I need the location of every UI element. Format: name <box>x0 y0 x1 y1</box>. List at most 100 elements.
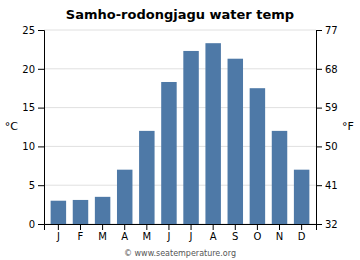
tick: M <box>98 224 107 242</box>
bar <box>228 59 243 224</box>
tick: 15 <box>22 102 44 113</box>
grid-line <box>44 30 316 31</box>
bar <box>294 170 309 224</box>
tick: 77 <box>316 25 338 36</box>
tick-label: M <box>143 231 152 242</box>
tick: A <box>210 224 217 242</box>
tick: 5 <box>29 180 44 191</box>
tick-mark <box>235 224 236 230</box>
tick: 41 <box>316 180 338 191</box>
tick: M <box>143 224 152 242</box>
axis-line <box>317 31 323 225</box>
tick-label: 0 <box>29 219 35 230</box>
tick: J <box>166 224 170 242</box>
tick-mark <box>38 69 44 70</box>
tick: S <box>232 224 238 242</box>
tick: 20 <box>22 64 44 75</box>
tick-label: J <box>56 231 60 242</box>
bar <box>161 82 176 224</box>
axis-title: °C <box>5 120 19 133</box>
tick-mark <box>80 224 81 230</box>
tick: 68 <box>316 64 338 75</box>
tick-mark <box>58 224 59 230</box>
title: Samho-rodongjagu water temp <box>66 7 294 22</box>
tick-label: 77 <box>325 25 338 36</box>
tick-label: 68 <box>325 64 338 75</box>
tick-mark <box>38 30 44 31</box>
tick: N <box>276 224 283 242</box>
tick: J <box>56 224 60 242</box>
tick: 59 <box>316 102 338 113</box>
grid-line <box>44 107 316 108</box>
grid-line <box>44 68 316 69</box>
bar <box>272 131 287 224</box>
tick-label: S <box>232 231 238 242</box>
tick-mark <box>316 185 322 186</box>
tick-mark <box>257 224 258 230</box>
tick: A <box>121 224 128 242</box>
bar <box>183 51 198 224</box>
tick: 50 <box>316 141 338 152</box>
tick-label: 50 <box>325 141 338 152</box>
tick-label: 15 <box>22 102 35 113</box>
tick-label: N <box>276 231 283 242</box>
tick: O <box>253 224 261 242</box>
tick-label: 41 <box>325 180 338 191</box>
tick: 32 <box>316 219 338 230</box>
tick: F <box>78 224 84 242</box>
tick-label: 20 <box>22 64 35 75</box>
bar <box>139 131 154 224</box>
tick-label: 5 <box>29 180 35 191</box>
tick: D <box>298 224 306 242</box>
tick-label: 25 <box>22 25 35 36</box>
tick-mark <box>316 224 322 225</box>
bars <box>51 43 310 224</box>
axis-line <box>45 225 317 231</box>
tick-mark <box>38 224 44 225</box>
bar <box>95 197 110 224</box>
y-axis: 0 5 10 15 20 25 <box>22 25 44 230</box>
tick-mark <box>38 146 44 147</box>
bar <box>205 43 220 224</box>
tick-label: J <box>189 231 193 242</box>
tick-label: 59 <box>325 102 338 113</box>
tick-label: O <box>253 231 261 242</box>
tick-mark <box>124 224 125 230</box>
tick-label: 32 <box>325 219 338 230</box>
tick-mark <box>316 146 322 147</box>
tick-mark <box>316 69 322 70</box>
tick-label: A <box>121 231 128 242</box>
tick-mark <box>146 224 147 230</box>
tick: 0 <box>29 219 44 230</box>
axis-line <box>38 31 45 225</box>
tick-label: F <box>78 231 84 242</box>
tick: 25 <box>22 25 44 36</box>
tick: J <box>189 224 193 242</box>
tick-mark <box>279 224 280 230</box>
tick-mark <box>102 224 103 230</box>
tick-mark <box>168 224 169 230</box>
tick-mark <box>316 30 322 31</box>
chart: J F M A M J J A S O N D 0 5 10 15 20 25 32 41 50 59 68 77 °C °F Sa… <box>0 0 360 260</box>
x-axis: JFMAMJJASOND <box>45 224 317 242</box>
y2-axis: 32 41 50 59 68 77 <box>316 25 338 230</box>
plot-area: J F M A M J J A S O N D 0 5 10 15 20 25 32 41 50 59 68 77 <box>22 25 337 242</box>
bar <box>73 200 88 224</box>
tick-label: 10 <box>22 141 35 152</box>
tick-label: J <box>166 231 170 242</box>
bar <box>51 201 66 224</box>
tick-mark <box>191 224 192 230</box>
tick: 10 <box>22 141 44 152</box>
tick-mark <box>301 224 302 230</box>
annotation: © www.seatemperature.org <box>124 249 236 258</box>
tick-mark <box>316 108 322 109</box>
bar <box>117 170 132 224</box>
tick-mark <box>213 224 214 230</box>
tick-label: M <box>98 231 107 242</box>
tick-label: A <box>210 231 217 242</box>
bar <box>250 88 265 224</box>
tick-mark <box>38 108 44 109</box>
axis-title: °F <box>342 120 354 133</box>
grid <box>44 30 316 224</box>
tick-mark <box>38 185 44 186</box>
